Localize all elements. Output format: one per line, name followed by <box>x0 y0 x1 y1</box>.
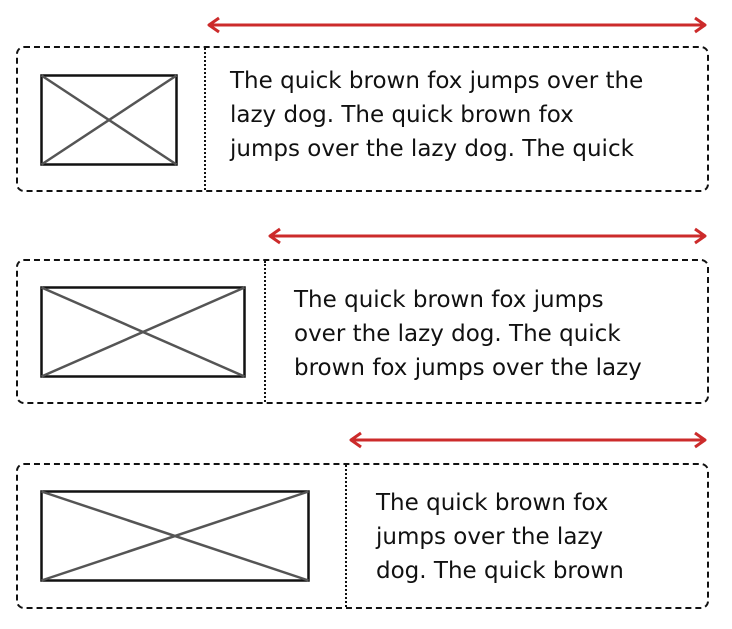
column-divider <box>264 261 266 402</box>
image-placeholder-icon <box>40 74 178 166</box>
text-line: brown fox jumps over the lazy <box>294 355 642 381</box>
body-text: The quick brown fox jumps over the lazy … <box>230 64 643 166</box>
column-divider <box>345 465 347 607</box>
text-line: over the lazy dog. The quick <box>294 321 621 347</box>
text-line: The quick brown fox jumps <box>294 287 604 313</box>
content-row-3: The quick brown fox jumps over the lazy … <box>16 463 709 609</box>
width-arrow-3 <box>349 431 707 449</box>
text-line: The quick brown fox <box>376 490 609 516</box>
body-text: The quick brown fox jumps over the lazy … <box>376 486 624 588</box>
text-line: jumps over the lazy dog. The quick <box>230 136 634 162</box>
text-line: dog. The quick brown <box>376 558 624 584</box>
text-line: lazy dog. The quick brown fox <box>230 102 574 128</box>
content-row-1: The quick brown fox jumps over the lazy … <box>16 46 709 192</box>
image-placeholder-icon <box>40 490 310 582</box>
content-row-2: The quick brown fox jumps over the lazy … <box>16 259 709 404</box>
width-arrow-2 <box>268 227 707 245</box>
text-line: jumps over the lazy <box>376 524 604 550</box>
width-arrow-1 <box>207 16 707 34</box>
column-divider <box>204 48 206 190</box>
text-line: The quick brown fox jumps over the <box>230 68 644 94</box>
body-text: The quick brown fox jumps over the lazy … <box>294 283 642 385</box>
image-placeholder-icon <box>40 286 246 378</box>
